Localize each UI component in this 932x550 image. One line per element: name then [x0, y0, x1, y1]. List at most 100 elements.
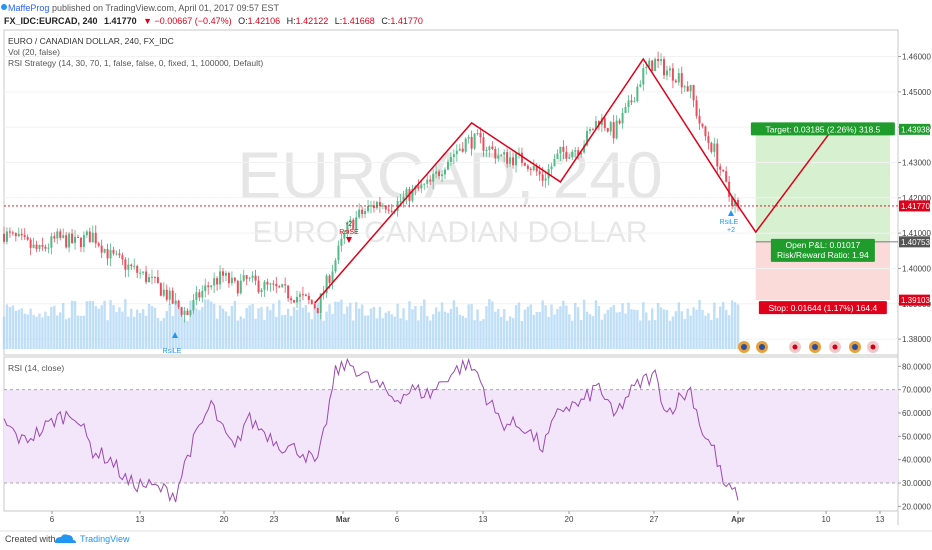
candle-body	[737, 200, 739, 206]
candle-body	[426, 179, 429, 184]
volume-bar	[138, 313, 142, 349]
volume-bar	[689, 315, 692, 349]
volume-bar	[591, 316, 595, 349]
symbol-label: FX_IDC:EURCAD, 240	[4, 16, 98, 26]
candle-body	[150, 276, 153, 278]
volume-bar	[363, 315, 367, 349]
rsi-axis[interactable]: 20.0000 30.0000 40.0000 50.0000 60.0000 70.00…	[898, 362, 931, 511]
candle-body	[580, 152, 583, 155]
volume-bar	[736, 304, 740, 349]
footer-brand[interactable]: TradingView	[80, 534, 130, 544]
volume-bar	[192, 302, 195, 349]
volume-bar	[94, 306, 97, 349]
candle-body	[411, 188, 414, 201]
volume-bar	[431, 314, 435, 349]
volume-bar	[576, 307, 580, 349]
event-icons[interactable]	[738, 341, 879, 353]
volume-bar	[467, 304, 470, 349]
candle-body	[636, 86, 639, 102]
target-zone	[755, 129, 890, 242]
volume-bar	[183, 319, 186, 349]
volume-bar	[352, 320, 355, 349]
entry-price-badge	[899, 236, 930, 248]
candle-body	[657, 58, 660, 61]
volume-bar	[106, 320, 109, 349]
short-entry-marker[interactable]: -2 RsiSE	[339, 221, 359, 243]
volume-bar	[405, 320, 408, 349]
time-tick-label: 20	[220, 515, 229, 524]
candle-body	[479, 132, 482, 138]
volume-bar	[423, 299, 426, 349]
candle-body	[574, 150, 577, 152]
candle-body	[452, 154, 455, 158]
candle-body	[375, 201, 378, 209]
volume-bar	[150, 306, 154, 349]
volume-bar	[511, 318, 515, 349]
volume-bar	[713, 302, 716, 349]
volume-bar	[221, 308, 225, 349]
volume-bar	[38, 313, 41, 349]
candle-body	[355, 217, 358, 229]
volume-bar	[470, 304, 473, 349]
arrow-up-icon	[172, 332, 178, 338]
volume-bar	[458, 314, 461, 349]
volume-bar	[727, 315, 731, 349]
candle-body	[331, 271, 334, 283]
candle-body	[449, 157, 452, 162]
long-entry-marker-1[interactable]: RsiLE	[163, 332, 182, 355]
volume-bar	[304, 305, 308, 349]
candle-body	[615, 120, 618, 139]
candle-body	[509, 157, 512, 164]
candle-body	[248, 277, 251, 279]
volume-bar	[488, 299, 491, 349]
time-axis[interactable]: 6 13 20 23 Mar 6 13 20 27 Apr 10 13	[50, 511, 885, 524]
volume-bar	[508, 316, 512, 349]
candle-body	[219, 271, 222, 285]
candle-body	[210, 285, 213, 288]
candle-body	[562, 146, 565, 152]
candle-body	[278, 286, 281, 288]
candle-body	[710, 142, 713, 152]
volume-bar	[127, 316, 130, 349]
volume-bar	[390, 314, 393, 349]
volume-bar	[201, 307, 204, 349]
volume-bar	[121, 311, 124, 349]
volume-bar	[135, 309, 139, 349]
long-entry-marker-2[interactable]: RsiLE +2	[720, 210, 739, 234]
volume-bar	[230, 305, 234, 349]
open-value: 1.42106	[248, 16, 281, 26]
volume-bar	[449, 309, 453, 349]
candle-body	[538, 171, 541, 175]
volume-bar	[266, 306, 269, 349]
volume-bar	[603, 313, 607, 349]
volume-bar	[124, 299, 127, 349]
volume-bar	[103, 300, 106, 349]
volume-bar	[618, 312, 621, 349]
target-label-bg	[750, 122, 895, 136]
volume-bar	[118, 307, 121, 349]
candle-body	[384, 205, 387, 210]
volume-bar	[372, 307, 376, 349]
candle-body	[233, 277, 236, 281]
candle-body	[127, 264, 130, 270]
candle-body	[526, 165, 529, 169]
volume-bar	[328, 304, 331, 349]
volume-bar	[636, 310, 639, 349]
candle-body	[204, 285, 207, 291]
candle-body	[517, 152, 520, 154]
volume-bar	[295, 309, 299, 349]
volume-bar	[337, 301, 340, 349]
volume-bar	[665, 309, 669, 349]
volume-bar	[722, 302, 725, 349]
candle-body	[224, 272, 227, 276]
last-price: 1.41770	[104, 16, 137, 26]
candle-body	[180, 307, 183, 315]
volume-bar	[541, 300, 544, 349]
volume-bar	[719, 306, 722, 349]
publisher-user[interactable]: MaffeProg	[8, 3, 49, 13]
candle-body	[334, 260, 337, 272]
high-label: H:	[287, 16, 296, 26]
volume-bar	[437, 311, 441, 349]
candle-body	[35, 244, 38, 249]
volume-bar	[505, 320, 509, 349]
